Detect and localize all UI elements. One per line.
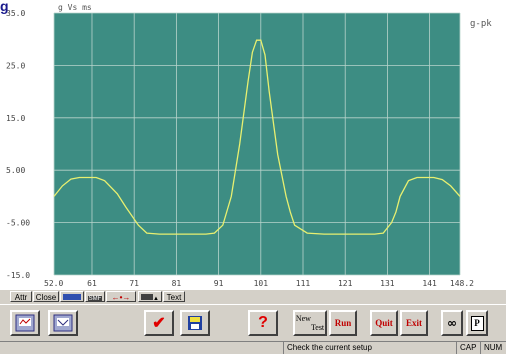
quit-button[interactable]: Quit: [370, 310, 398, 336]
plot-save-icon: [15, 314, 35, 332]
grid-lines: [53, 12, 461, 276]
y-unit-label: g-pk: [470, 19, 492, 29]
floppy-disk-icon: [188, 316, 202, 330]
run-button[interactable]: Run: [329, 310, 357, 336]
new-label: New: [295, 314, 311, 323]
x-tick-label: 52.0: [44, 279, 63, 288]
caps-lock-indicator: CAP: [456, 342, 480, 354]
x-tick-label: 121: [338, 279, 353, 288]
plot-open-icon: [53, 314, 73, 332]
test-label: Test: [310, 323, 325, 332]
x-tick-label: 141: [422, 279, 437, 288]
status-bar: Check the current setup CAP NUM: [0, 341, 506, 354]
plot-area: [54, 13, 460, 275]
x-tick-label: 81: [172, 279, 182, 288]
y-tick-label: 35.0: [6, 9, 25, 18]
color-select-spinner-icon: ▲: [153, 296, 159, 302]
series-line: [53, 39, 461, 235]
save-plot-button[interactable]: [10, 310, 40, 336]
text-button[interactable]: Text: [163, 291, 185, 302]
y-tick-label: 5.00: [6, 166, 25, 175]
close-button[interactable]: Close: [33, 291, 59, 302]
y-tick-label: 25.0: [6, 61, 25, 70]
view-toggle-button[interactable]: [60, 291, 84, 302]
app-logo-icon: g: [0, 0, 9, 14]
color-select-button[interactable]: ▲: [138, 291, 162, 302]
attr-button[interactable]: Attr: [10, 291, 32, 302]
x-tick-label: 101: [254, 279, 269, 288]
y-axis-ticks: 35.0 25.0 15.0 5.00 -5.00 -15.0: [6, 9, 30, 280]
binoculars-icon: ∞: [447, 316, 457, 330]
chart-title: g Vs ms: [58, 3, 92, 12]
num-lock-indicator: NUM: [480, 342, 506, 354]
x-tick-label: 111: [296, 279, 311, 288]
exit-button[interactable]: Exit: [400, 310, 428, 336]
new-test-button[interactable]: New Test: [293, 310, 327, 336]
cursor-arrows-button[interactable]: ←•→: [106, 291, 136, 302]
checkmark-icon: ✔: [152, 315, 166, 332]
attribute-bar: Attr Close SMF ←•→ ▲ Text: [0, 290, 506, 304]
y-tick-label: -15.0: [6, 271, 30, 280]
print-button[interactable]: P: [466, 310, 488, 336]
print-icon: P: [470, 315, 484, 331]
help-icon: ?: [258, 314, 268, 331]
accept-button[interactable]: ✔: [144, 310, 174, 336]
color-select-icon: [141, 294, 154, 300]
x-tick-label: 131: [380, 279, 395, 288]
x-tick-label: 148.2: [450, 279, 474, 288]
x-tick-label: 61: [87, 279, 97, 288]
smf-label: SMF: [87, 296, 103, 302]
y-tick-label: -5.00: [6, 219, 30, 228]
x-tick-label: 71: [129, 279, 139, 288]
save-button[interactable]: [180, 310, 210, 336]
y-tick-label: 15.0: [6, 114, 25, 123]
status-blank: [0, 342, 283, 354]
open-plot-button[interactable]: [48, 310, 78, 336]
status-message: Check the current setup: [283, 342, 456, 354]
binoculars-button[interactable]: ∞: [441, 310, 463, 336]
x-axis-ticks: 52.0 61 71 81 91 101 111 121 131 141 148.2: [44, 279, 474, 288]
arrows-icon: ←•→: [111, 293, 131, 302]
x-tick-label: 91: [214, 279, 224, 288]
help-button[interactable]: ?: [248, 310, 278, 336]
view-toggle-icon: [63, 294, 81, 300]
smf-button[interactable]: SMF: [85, 291, 105, 302]
waveform-chart: 35.0 25.0 15.0 5.00 -5.00 -15.0 52.0 61 71 81 91 1…: [0, 0, 506, 290]
main-toolbar: ✔ ? New Test Run Quit Exit ∞ P: [0, 304, 506, 341]
